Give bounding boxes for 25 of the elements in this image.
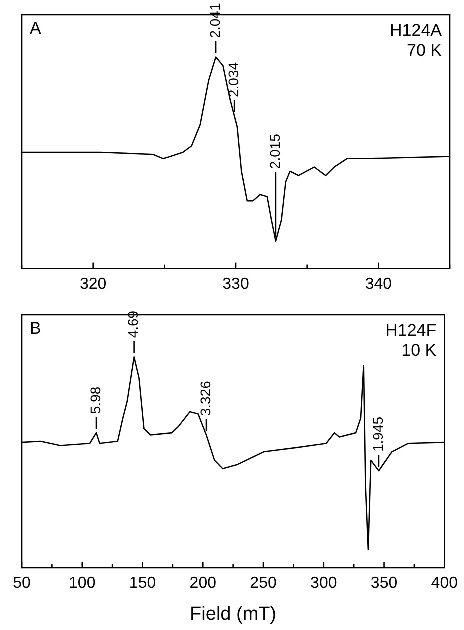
annotation: 5.98 (87, 386, 104, 414)
x-tick-label: 300 (310, 575, 338, 592)
x-tick-label: 350 (370, 575, 398, 592)
annotation: 4.69 (125, 310, 142, 338)
text: H124A (390, 21, 443, 40)
x-tick-label: 250 (250, 575, 277, 592)
x-tick-label: 150 (129, 575, 156, 592)
x-tick-label: 100 (69, 575, 96, 592)
annotation: 2.041 (206, 3, 223, 38)
x-tick-label: 400 (431, 575, 458, 592)
x-tick-label: 340 (365, 276, 392, 293)
x-axis-title: Field (mT) (190, 604, 277, 625)
annotation: 1.945 (370, 416, 386, 452)
annotation: 70 K (407, 41, 443, 60)
x-tick-label: 330 (222, 276, 250, 293)
text: A (30, 19, 42, 38)
text: H124F (386, 321, 437, 340)
text: B (30, 319, 42, 338)
annotation: 2.034 (225, 62, 242, 98)
annotation: 10 K (402, 341, 438, 360)
x-tick-label: 320 (80, 276, 107, 293)
annotation: 3.326 (197, 380, 214, 416)
x-tick-label: 50 (13, 575, 31, 592)
x-tick-label: 200 (190, 575, 217, 592)
annotation: 2.015 (266, 134, 283, 170)
